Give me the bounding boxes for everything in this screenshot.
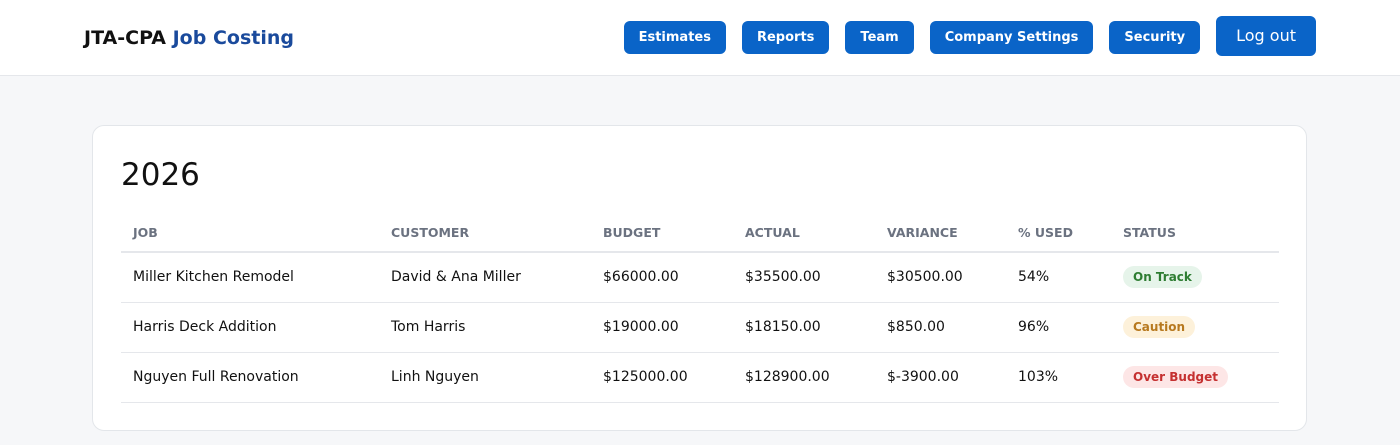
card-title: 2026 [121,157,200,193]
table-cell: $30500.00 [875,252,1006,303]
nav-button[interactable]: Reports [741,21,830,54]
nav-button[interactable]: Estimates [623,21,726,54]
table-cell: Harris Deck Addition [121,302,379,353]
nav: Estimates Reports Team Company Settings Secu… [623,15,1316,56]
column-header: JOB [121,214,379,253]
table-cell: Over Budget [1111,352,1279,403]
table-cell: $125000.00 [591,352,733,403]
jobs-table: JOB CUSTOMER BUDGET ACTUAL VARIANCE% USED STA… [121,214,1279,403]
column-header: ACTUAL [733,214,875,253]
table-cell: $-3900.00 [875,352,1006,403]
table-row: Miller Kitchen Remodel David & Ana Miller… [121,252,1279,303]
table-cell: Tom Harris [379,302,591,353]
nav-button[interactable]: Security [1109,21,1201,54]
table-cell: $19000.00 [591,302,733,353]
column-header: STATUS [1111,214,1279,253]
table-cell: Caution [1111,302,1279,353]
table-cell: 103% [1006,352,1111,403]
nav-button[interactable]: Company Settings [929,21,1094,54]
logout-button[interactable]: Log out [1216,15,1316,56]
status-badge: Over Budget [1123,366,1229,388]
column-header: % USED [1006,214,1111,253]
table-body: Miller Kitchen Remodel David & Ana Miller… [121,252,1279,403]
card: 2026 JOB CUSTOMER BUDGET ACTUAL VARIANCE% US… [92,125,1307,431]
table-cell: $850.00 [875,302,1006,353]
table-cell: Miller Kitchen Remodel [121,252,379,303]
table-cell: Nguyen Full Renovation [121,352,379,403]
brand-name: JTA-CPA [84,26,166,49]
column-header: CUSTOMER [379,214,591,253]
table-cell: On Track [1111,252,1279,303]
column-header: VARIANCE [875,214,1006,253]
brand: JTA-CPA Job Costing [84,27,294,49]
table-cell: $66000.00 [591,252,733,303]
status-badge: On Track [1123,266,1202,289]
table-row: Nguyen Full Renovation Linh Nguyen $125000… [121,352,1279,403]
brand-accent: Job Costing [172,26,294,49]
column-header: BUDGET [591,214,733,253]
status-badge: Caution [1123,316,1196,338]
top-bar: JTA-CPA Job Costing Estimates Reports Team… [0,0,1400,76]
table-cell: Linh Nguyen [379,352,591,403]
header-row: JOB CUSTOMER BUDGET ACTUAL VARIANCE% USED STA… [121,214,1279,253]
table-cell: $128900.00 [733,352,875,403]
table-cell: David & Ana Miller [379,252,591,303]
table-cell: $18150.00 [733,302,875,353]
table-cell: $35500.00 [733,252,875,303]
table-cell: 54% [1006,252,1111,303]
nav-button[interactable]: Team [845,21,914,54]
table-row: Harris Deck Addition Tom Harris $19000.00 $… [121,302,1279,353]
table-cell: 96% [1006,302,1111,353]
